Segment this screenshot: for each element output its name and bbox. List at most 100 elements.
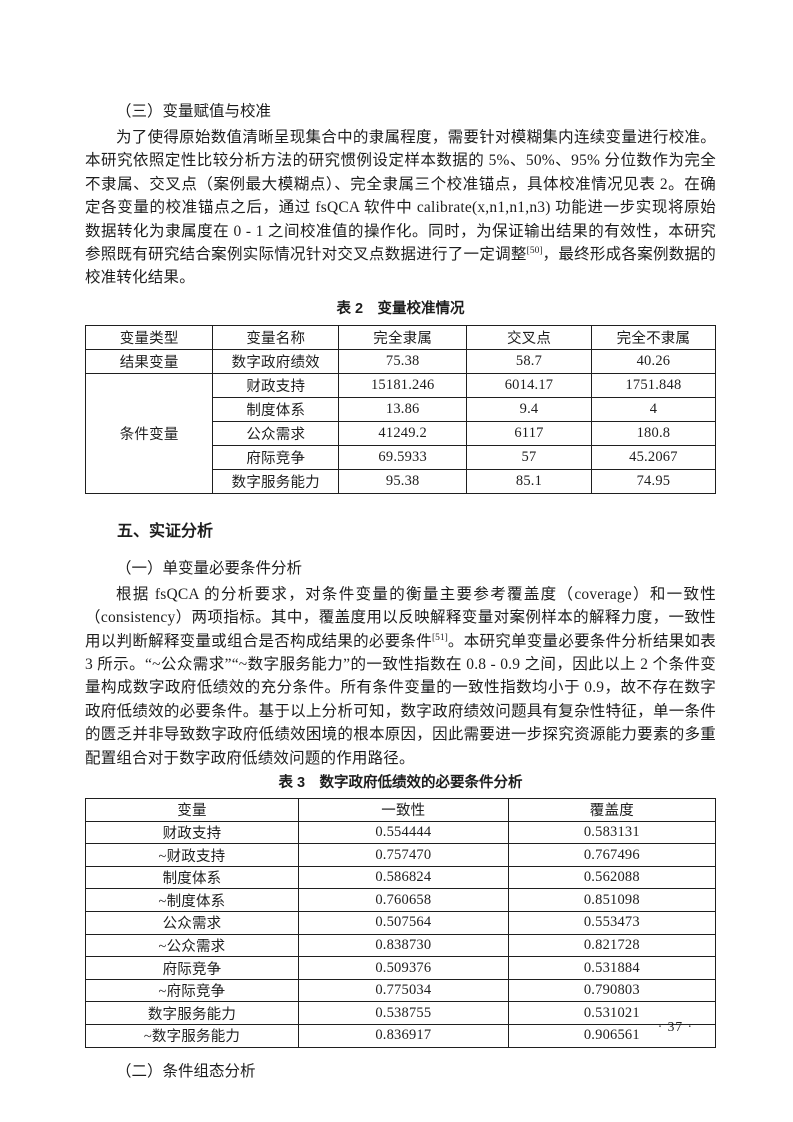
table-row: ~制度体系 0.760658 0.851098	[85, 888, 717, 913]
table-row: 数字服务能力 0.538755 0.531021	[85, 1001, 717, 1026]
table-cell: 0.538755	[297, 1001, 509, 1026]
table-row: ~数字服务能力 0.836917 0.906561	[85, 1024, 717, 1048]
table-cell: 数字服务能力	[85, 1001, 299, 1026]
table-cell: 0.775034	[297, 978, 509, 1003]
table-cell: ~制度体系	[85, 888, 299, 913]
subsection-heading-necessity-analysis: （一）单变量必要条件分析	[116, 559, 303, 577]
citation-ref-51: [51]	[432, 632, 448, 643]
table-cell: 0.583131	[507, 820, 717, 845]
column-header: 变量类型	[84, 324, 214, 350]
table-cell: 15181.246	[338, 372, 468, 398]
table-row: 数字服务能力 95.38 85.1 74.95	[86, 468, 717, 494]
table-cell: 0.531021	[507, 1001, 717, 1026]
table-cell: 1751.848	[590, 372, 717, 398]
table-row: 府际竞争 69.5933 57 45.2067	[86, 444, 717, 470]
table-cell: 0.554444	[297, 820, 509, 845]
table-3-caption-title: 数字政府低绩效的必要条件分析	[319, 775, 523, 792]
table-2-caption-label: 表 2	[336, 300, 364, 317]
table-cell: 财政支持	[212, 372, 340, 398]
table-cell: 75.38	[338, 348, 468, 374]
table-cell: 0.509376	[297, 956, 509, 980]
table-cell: 0.851098	[507, 888, 717, 913]
page-number: · 37 ·	[657, 1019, 693, 1034]
table-cell: 府际竞争	[212, 444, 340, 470]
table-cell: 0.821728	[507, 933, 717, 958]
table-cell: 0.586824	[297, 865, 509, 890]
table-cell: 0.531884	[507, 956, 717, 980]
table-cell: ~财政支持	[85, 843, 299, 867]
table-3-necessary-conditions: 变量 一致性 覆盖度 财政支持 0.554444 0.583131 ~财政支持 …	[85, 798, 717, 1048]
table-cell: 数字政府绩效	[212, 348, 340, 374]
table-row: 制度体系 0.586824 0.562088	[85, 865, 717, 890]
table-cell: 0.757470	[297, 843, 509, 867]
table-row: ~府际竞争 0.775034 0.790803	[85, 978, 717, 1003]
table-2-caption: 表 2 变量校准情况	[85, 299, 716, 320]
table-cell: 95.38	[338, 468, 468, 494]
table-cell: 制度体系	[85, 865, 299, 890]
table-cell: 6117	[466, 420, 592, 446]
table-cell: 数字服务能力	[212, 468, 340, 494]
column-header: 覆盖度	[507, 798, 717, 822]
row-group-label: 条件变量	[84, 372, 214, 494]
table-2-header-row: 变量类型 变量名称 完全隶属 交叉点 完全不隶属	[84, 324, 717, 350]
table-cell: 85.1	[466, 468, 592, 494]
table-cell: 74.95	[590, 468, 717, 494]
table-cell: 0.838730	[297, 933, 509, 958]
table-cell: 0.507564	[297, 911, 509, 935]
table-cell: ~公众需求	[85, 933, 299, 958]
table-cell: 9.4	[466, 396, 592, 422]
section-heading-empirical-analysis: 五、实证分析	[117, 522, 214, 540]
table-cell: ~数字服务能力	[85, 1024, 299, 1048]
paragraph-necessity-analysis: 根据 fsQCA 的分析要求，对条件变量的衡量主要参考覆盖度（coverage）…	[85, 583, 716, 770]
table-cell: 180.8	[590, 420, 717, 446]
table-cell: 57	[466, 444, 592, 470]
table-cell: 0.553473	[507, 911, 717, 935]
table-row: 府际竞争 0.509376 0.531884	[85, 956, 717, 980]
table-row: 结果变量 数字政府绩效 75.38 58.7 40.26	[84, 348, 717, 374]
paragraph-calibration-text-a: 为了使得原始数值清晰呈现集合中的隶属程度，需要针对模糊集内连续变量进行校准。本研…	[85, 129, 716, 264]
table-cell: 41249.2	[338, 420, 468, 446]
table-cell: 0.836917	[297, 1024, 509, 1048]
paragraph-necessity-text-b: 。本研究单变量必要条件分析结果如表 3 所示。“~公众需求”“~数字服务能力”的…	[85, 632, 716, 767]
table-row: 公众需求 0.507564 0.553473	[85, 911, 717, 935]
table-row: ~公众需求 0.838730 0.821728	[85, 933, 717, 958]
column-header: 完全不隶属	[590, 324, 717, 350]
row-group-label: 结果变量	[84, 348, 214, 374]
table-cell: 制度体系	[212, 396, 340, 422]
paragraph-calibration-text-b: ，最终形成各案例数据的校准转化结果。	[85, 246, 716, 287]
table-row: 制度体系 13.86 9.4 4	[86, 396, 717, 422]
subsection-heading-configuration-analysis: （二）条件组态分析	[116, 1062, 256, 1080]
column-header: 完全隶属	[338, 324, 468, 350]
table-cell: 4	[590, 396, 717, 422]
subsection-heading-calibration: （三）变量赋值与校准	[116, 103, 272, 120]
paragraph-calibration: 为了使得原始数值清晰呈现集合中的隶属程度，需要针对模糊集内连续变量进行校准。本研…	[85, 126, 716, 290]
table-3-header-row: 变量 一致性 覆盖度	[85, 798, 717, 822]
table-row: ~财政支持 0.757470 0.767496	[85, 843, 717, 867]
column-header: 一致性	[297, 798, 509, 822]
table-cell: 0.760658	[297, 888, 509, 913]
table-cell: 0.562088	[507, 865, 717, 890]
table-cell: 财政支持	[85, 820, 299, 845]
table-2-variable-calibration: 变量类型 变量名称 完全隶属 交叉点 完全不隶属 结果变量 数字政府绩效 75.…	[84, 324, 717, 494]
table-cell: ~府际竞争	[85, 978, 299, 1003]
table-3-caption: 表 3 数字政府低绩效的必要条件分析	[85, 773, 716, 794]
table-cell: 45.2067	[590, 444, 717, 470]
table-cell: 0.790803	[507, 978, 717, 1003]
table-cell: 69.5933	[338, 444, 468, 470]
table-row: 财政支持 0.554444 0.583131	[85, 820, 717, 845]
table-cell: 0.767496	[507, 843, 717, 867]
table-cell: 40.26	[590, 348, 717, 374]
column-header: 交叉点	[466, 324, 592, 350]
table-cell: 13.86	[338, 396, 468, 422]
table-row: 条件变量 财政支持 15181.246 6014.17 1751.848	[84, 372, 717, 494]
citation-ref-50: [50]	[526, 245, 543, 256]
column-header: 变量	[85, 798, 299, 822]
table-cell: 6014.17	[466, 372, 592, 398]
column-header: 变量名称	[212, 324, 340, 350]
table-3-caption-label: 表 3	[278, 775, 306, 792]
table-cell: 58.7	[466, 348, 592, 374]
table-cell: 公众需求	[212, 420, 340, 446]
table-cell: 公众需求	[85, 911, 299, 935]
paragraph-necessity-text-a: 根据 fsQCA 的分析要求，对条件变量的衡量主要参考覆盖度（coverage）…	[85, 585, 716, 650]
